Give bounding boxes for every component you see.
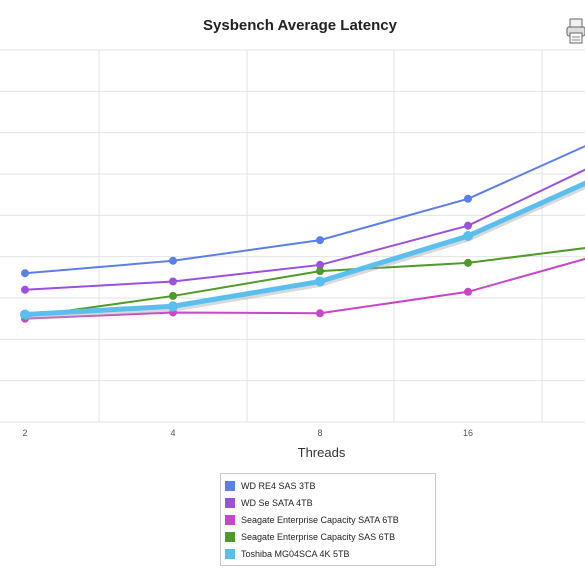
legend-label: Seagate Enterprise Capacity SATA 6TB [241,514,399,525]
series-line [24,145,585,275]
legend-item[interactable]: WD RE4 SAS 3TB [225,477,431,494]
x-tick-label: 4 [170,428,175,438]
data-point[interactable] [169,256,177,265]
data-point[interactable] [168,301,178,312]
data-point[interactable] [21,269,29,278]
legend-swatch [225,531,235,542]
x-tick-label: 16 [463,428,473,438]
x-tick-labels: 2481632 [22,428,473,438]
legend-swatch [225,480,235,491]
data-point[interactable] [464,287,472,296]
data-point[interactable] [20,309,30,320]
data-point[interactable] [316,260,324,269]
x-axis-label: Threads [297,445,346,460]
printer-icon[interactable] [566,18,585,44]
data-point[interactable] [464,194,472,203]
series-0 [21,145,585,278]
data-point[interactable] [315,276,325,287]
legend-swatch [225,514,235,525]
legend-label: WD RE4 SAS 3TB [241,480,316,491]
data-point[interactable] [316,267,324,276]
data-point[interactable] [21,285,29,294]
series-1 [21,168,585,294]
data-point[interactable] [464,221,472,230]
legend-swatch [225,497,235,508]
legend-item[interactable]: Seagate Enterprise Capacity SATA 6TB [225,511,431,528]
legend-item[interactable]: WD Se SATA 4TB [225,494,431,511]
chart-grid [0,49,585,423]
series-4 [20,180,585,321]
legend-item[interactable]: Toshiba MG04SCA 4K 5TB [225,545,431,562]
legend-item[interactable]: Seagate Enterprise Capacity SAS 6TB [225,528,431,545]
legend-label: Toshiba MG04SCA 4K 5TB [241,548,350,559]
data-point[interactable] [464,258,472,267]
x-tick-label: 2 [22,428,27,438]
series-line-shadow [24,181,585,321]
legend-swatch [225,548,235,559]
data-point[interactable] [463,231,473,241]
data-point[interactable] [169,277,177,286]
chart-legend: WD RE4 SAS 3TB WD Se SATA 4TB Seagate Ente… [220,473,436,566]
legend-label: WD Se SATA 4TB [241,497,313,508]
data-point[interactable] [169,291,177,300]
series-line [24,247,585,318]
x-tick-label: 8 [317,428,322,438]
legend-label: Seagate Enterprise Capacity SAS 6TB [241,531,396,542]
chart-title: Sysbench Average Latency [203,17,397,34]
data-point[interactable] [316,309,324,318]
data-point[interactable] [316,236,324,245]
chart-series [20,145,585,323]
